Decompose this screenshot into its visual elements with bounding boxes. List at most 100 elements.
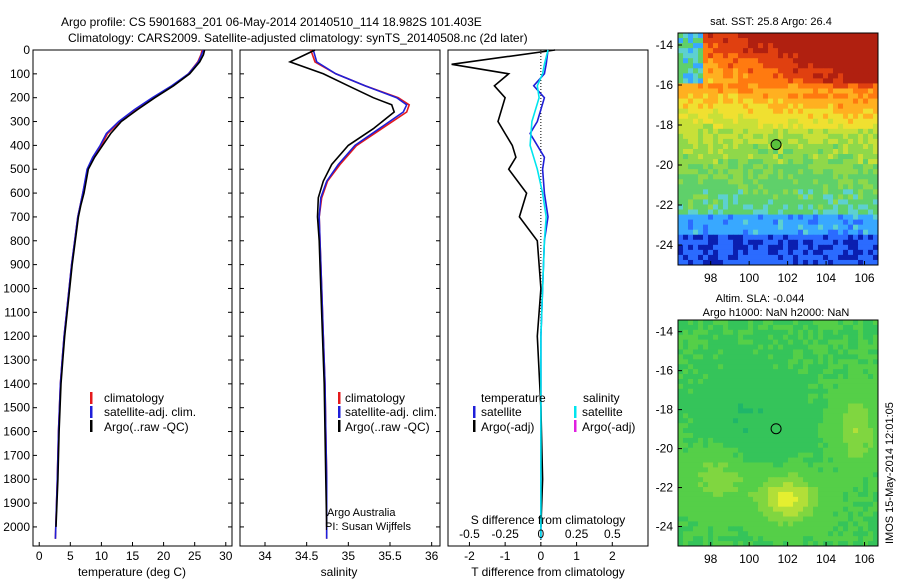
heatmap-cell: [718, 83, 724, 89]
heatmap-cell: [773, 204, 779, 211]
heatmap-cell: [843, 393, 849, 400]
heatmap-cell: [728, 383, 734, 390]
heatmap-cell: [763, 320, 769, 326]
heatmap-cell: [758, 437, 764, 444]
heatmap-cell: [688, 159, 694, 165]
heatmap-cell: [738, 229, 744, 236]
heatmap-cell: [693, 408, 699, 414]
heatmap-cell: [678, 239, 684, 246]
heatmap-cell: [813, 63, 819, 69]
heatmap-cell: [833, 482, 839, 488]
heatmap-cell: [753, 511, 759, 518]
heatmap-cell: [798, 184, 804, 190]
heatmap-cell: [788, 344, 794, 350]
heatmap-cell: [873, 128, 879, 135]
heatmap-cell: [808, 447, 814, 454]
heatmap-cell: [688, 184, 694, 190]
heatmap-cell: [758, 58, 764, 64]
heatmap-cell: [773, 364, 779, 370]
heatmap-cell: [708, 179, 714, 185]
heatmap-cell: [793, 383, 799, 390]
heatmap-cell: [783, 199, 789, 205]
heatmap-cell: [718, 108, 724, 115]
heatmap-cell: [768, 344, 774, 350]
heatmap-cell: [853, 354, 859, 360]
heatmap-cell: [808, 511, 814, 518]
heatmap-cell: [743, 516, 749, 522]
heatmap-cell: [703, 472, 709, 478]
heatmap-cell: [873, 388, 879, 395]
heatmap-cell: [733, 344, 739, 350]
heatmap-cell: [743, 501, 749, 508]
y-tick-label: 1000: [3, 281, 30, 295]
heatmap-cell: [858, 164, 864, 170]
heatmap-cell: [793, 133, 799, 140]
heatmap-cell: [723, 224, 729, 231]
heatmap-cell: [838, 506, 844, 513]
heatmap-cell: [843, 516, 849, 522]
heatmap-cell: [863, 249, 869, 256]
heatmap-cell: [828, 73, 834, 79]
heatmap-cell: [733, 53, 739, 59]
heatmap-cell: [678, 462, 684, 468]
heatmap-cell: [818, 408, 824, 414]
heatmap-cell: [858, 108, 864, 115]
heatmap-cell: [813, 199, 819, 205]
heatmap-cell: [683, 159, 689, 165]
heatmap-cell: [723, 487, 729, 493]
legend-temperature-title: temperature: [481, 391, 546, 405]
heatmap-cell: [698, 349, 704, 355]
heatmap-cell: [758, 43, 764, 49]
heatmap-cell: [748, 374, 754, 380]
heatmap-cell: [733, 219, 739, 226]
heatmap-cell: [773, 108, 779, 115]
heatmap-cell: [838, 531, 844, 537]
heatmap-cell: [733, 204, 739, 211]
heatmap-cell: [858, 63, 864, 69]
heatmap-cell: [798, 189, 804, 195]
heatmap-cell: [793, 324, 799, 331]
heatmap-cell: [723, 154, 729, 160]
heatmap-cell: [803, 259, 809, 266]
heatmap-cell: [723, 334, 729, 341]
heatmap-cell: [758, 78, 764, 84]
heatmap-cell: [848, 393, 854, 400]
heatmap-cell: [678, 174, 684, 180]
heatmap-cell: [813, 423, 819, 429]
heatmap-cell: [748, 457, 754, 463]
heatmap-cell: [873, 33, 879, 39]
heatmap-cell: [873, 179, 879, 185]
heatmap-cell: [763, 189, 769, 195]
heatmap-cell: [743, 329, 749, 336]
heatmap-cell: [763, 501, 769, 508]
heatmap-cell: [793, 113, 799, 120]
heatmap-cell: [778, 388, 784, 395]
heatmap-cell: [873, 58, 879, 64]
heatmap-cell: [763, 93, 769, 100]
heatmap-cell: [723, 374, 729, 380]
heatmap-cell: [788, 496, 794, 503]
heatmap-cell: [798, 149, 804, 155]
heatmap-cell: [748, 159, 754, 165]
heatmap-cell: [843, 349, 849, 355]
heatmap-cell: [728, 48, 734, 54]
heatmap-cell: [708, 369, 714, 375]
heatmap-cell: [733, 418, 739, 424]
heatmap-cell: [683, 123, 689, 130]
heatmap-cell: [848, 174, 854, 180]
heatmap-cell: [708, 526, 714, 532]
heatmap-cell: [718, 43, 724, 49]
heatmap-cell: [818, 398, 824, 405]
x-tick-label: 100: [739, 552, 759, 566]
heatmap-cell: [743, 364, 749, 370]
heatmap-cell: [763, 541, 769, 547]
heatmap-cell: [693, 164, 699, 170]
heatmap-cell: [808, 128, 814, 135]
difference-x-ticks: -2 -1 0 1 2: [464, 542, 616, 563]
heatmap-cell: [808, 63, 814, 69]
heatmap-cell: [783, 383, 789, 390]
heatmap-cell: [843, 108, 849, 115]
heatmap-cell: [743, 169, 749, 175]
heatmap-cell: [803, 199, 809, 205]
heatmap-cell: [763, 477, 769, 483]
